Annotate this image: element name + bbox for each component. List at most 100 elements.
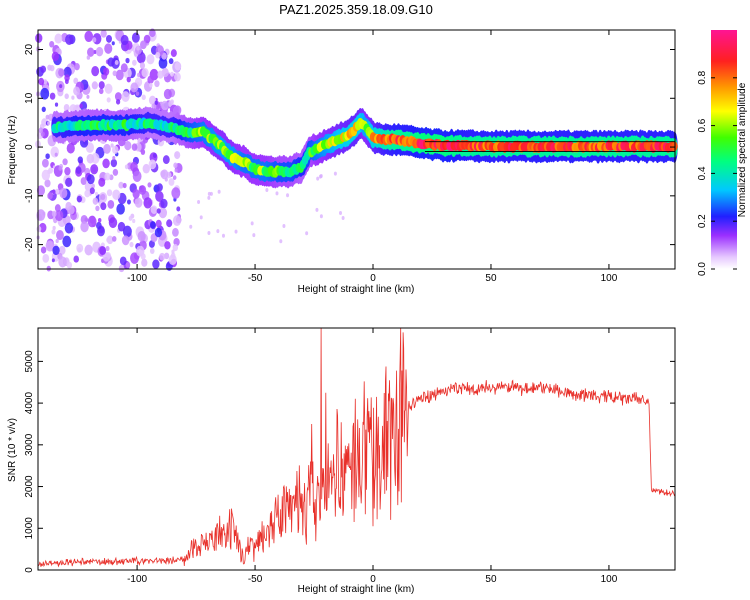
- noise-blob: [155, 51, 161, 59]
- noise-blob: [286, 193, 290, 198]
- noise-blob: [125, 262, 131, 269]
- noise-blob: [170, 49, 177, 58]
- spectrogram-ylabel: Frequency (Hz): [7, 116, 18, 185]
- noise-blob: [136, 46, 140, 51]
- y-tick-label: 5000: [24, 350, 35, 373]
- noise-blob: [97, 217, 102, 223]
- noise-blob: [87, 215, 97, 228]
- noise-blob: [152, 152, 157, 159]
- noise-blob: [282, 223, 286, 228]
- noise-blob: [122, 182, 127, 189]
- colorbar: 0.0 0.2 0.4 0.6 0.8 Normalized spectral ampl…: [697, 30, 748, 276]
- noise-blob: [54, 204, 61, 212]
- noise-blob: [112, 70, 117, 77]
- noise-blob: [207, 195, 211, 200]
- noise-blob: [154, 227, 163, 238]
- noise-blob: [124, 140, 132, 151]
- noise-blob: [63, 103, 70, 112]
- noise-blob: [76, 195, 82, 203]
- noise-blob: [163, 88, 172, 100]
- noise-blob: [56, 229, 64, 241]
- noise-blob: [172, 175, 177, 180]
- noise-blob: [95, 46, 104, 57]
- noise-blob: [119, 256, 127, 266]
- noise-blob: [174, 72, 181, 82]
- noise-blob: [118, 181, 124, 189]
- noise-blob: [42, 253, 50, 263]
- noise-blob: [104, 83, 113, 94]
- noise-blob: [174, 61, 182, 71]
- snr-series-line: [37, 327, 676, 568]
- noise-blob: [51, 210, 57, 217]
- noise-blob: [112, 168, 119, 176]
- noise-blob: [52, 245, 60, 256]
- noise-blob: [114, 60, 119, 65]
- noise-blob: [92, 37, 97, 43]
- noise-blob: [115, 99, 121, 105]
- noise-blob: [279, 239, 283, 244]
- noise-blob: [147, 182, 152, 188]
- noise-blob: [158, 207, 168, 219]
- noise-blob: [73, 255, 79, 263]
- noise-blob: [84, 189, 91, 198]
- noise-blob: [91, 66, 100, 77]
- noise-blob: [40, 65, 47, 73]
- noise-blob: [71, 95, 75, 100]
- noise-blob: [137, 230, 146, 242]
- noise-blob: [207, 191, 211, 196]
- noise-blob: [80, 221, 89, 233]
- x-tick-label: -100: [127, 574, 147, 585]
- x-tick-label: -50: [248, 574, 263, 585]
- x-tick-label: -100: [127, 273, 147, 284]
- noise-blob: [73, 86, 81, 96]
- noise-blob: [131, 32, 140, 43]
- noise-blob: [59, 84, 63, 89]
- colorbar-tick-label: 0.0: [697, 262, 708, 276]
- noise-blob: [54, 102, 59, 107]
- noise-blob: [131, 143, 138, 151]
- noise-blob: [339, 211, 343, 216]
- noise-blob: [142, 163, 150, 174]
- noise-blob: [160, 198, 168, 209]
- snr-ylabel: SNR (10 * v/v): [7, 418, 18, 482]
- noise-blob: [315, 207, 319, 212]
- noise-blob: [122, 225, 132, 238]
- noise-blob: [155, 190, 164, 202]
- noise-blob: [48, 167, 53, 174]
- noise-blob: [129, 241, 134, 248]
- noise-blob: [92, 197, 99, 205]
- noise-blob: [38, 77, 45, 86]
- noise-blob: [36, 185, 46, 196]
- noise-blob: [86, 55, 91, 60]
- noise-blob: [54, 152, 58, 157]
- noise-blob: [130, 82, 139, 93]
- noise-blob: [130, 161, 138, 172]
- noise-blob: [316, 176, 320, 181]
- noise-blob: [96, 221, 102, 230]
- noise-blob: [105, 35, 112, 43]
- noise-blob: [54, 210, 64, 222]
- noise-blob: [174, 168, 178, 173]
- noise-blob: [104, 43, 113, 54]
- noise-blob: [125, 57, 130, 64]
- noise-blob: [112, 156, 116, 160]
- noise-blob: [146, 54, 155, 65]
- colorbar-label: Normalized spectral amplitude: [737, 82, 748, 217]
- noise-blob: [217, 189, 221, 194]
- noise-blob: [79, 101, 88, 111]
- noise-blob: [100, 29, 107, 38]
- noise-blob: [63, 66, 72, 78]
- noise-blob: [86, 153, 95, 164]
- noise-blob: [139, 40, 147, 50]
- noise-blob: [120, 34, 129, 46]
- noise-blob: [45, 240, 55, 252]
- noise-blob: [107, 199, 115, 209]
- noise-blob: [85, 142, 95, 153]
- noise-blob: [80, 177, 87, 185]
- noise-blob: [86, 174, 95, 185]
- noise-blob: [117, 221, 126, 232]
- noise-blob: [121, 91, 130, 102]
- noise-blob: [58, 68, 65, 77]
- noise-blob: [41, 158, 49, 168]
